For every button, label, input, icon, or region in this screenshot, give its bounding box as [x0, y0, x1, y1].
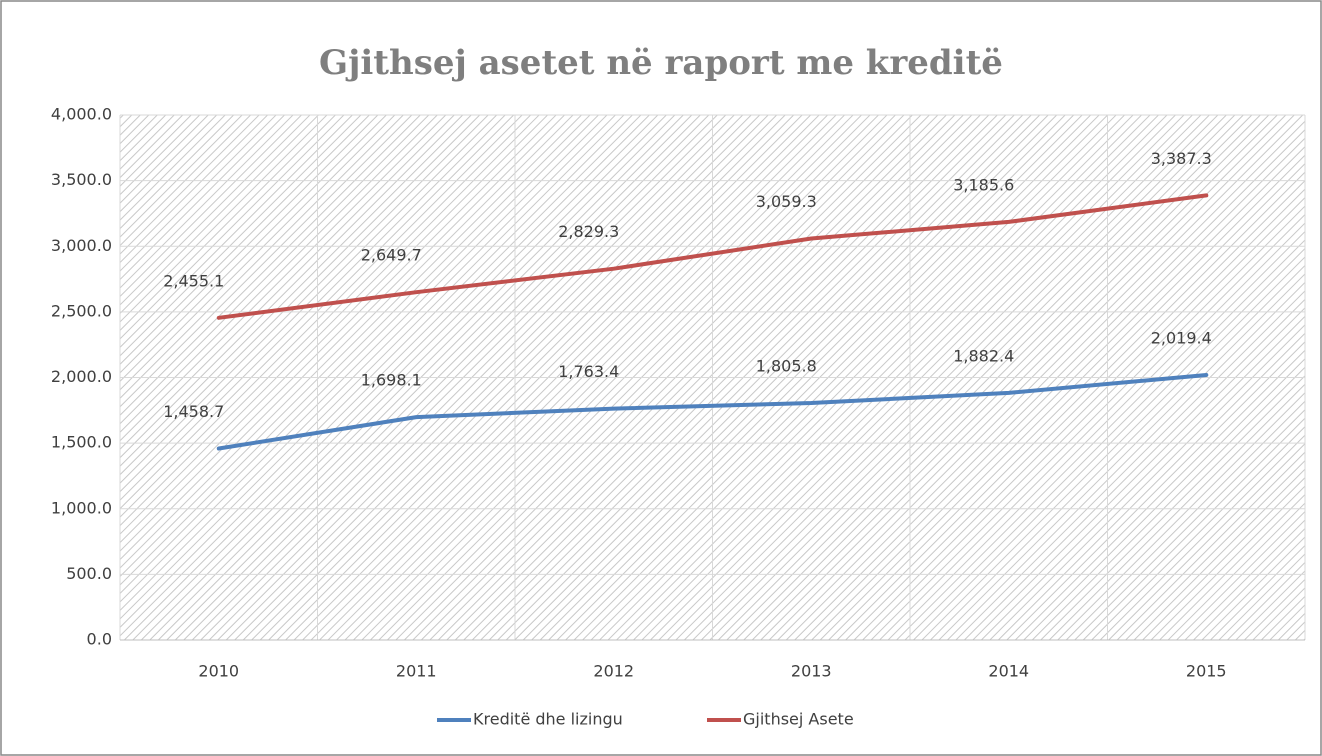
data-label: 1,882.4: [953, 346, 1014, 365]
data-label: 1,763.4: [558, 362, 619, 381]
x-tick-label: 2011: [396, 662, 437, 681]
legend-label: Kreditë dhe lizingu: [473, 710, 623, 729]
data-label: 2,829.3: [558, 222, 619, 241]
data-label: 2,649.7: [361, 246, 422, 265]
data-label: 1,698.1: [361, 371, 422, 390]
y-tick-label: 2,000.0: [51, 367, 112, 386]
data-label: 2,455.1: [163, 271, 224, 290]
series-line: [216, 373, 1209, 451]
x-tick-label: 2013: [791, 662, 832, 681]
legend-label: Gjithsej Asete: [743, 710, 854, 729]
x-tick-label: 2014: [988, 662, 1029, 681]
x-tick-label: 2015: [1186, 662, 1227, 681]
data-label: 3,185.6: [953, 175, 1014, 194]
y-tick-label: 0.0: [87, 630, 112, 649]
series-line: [216, 193, 1209, 320]
data-label: 3,387.3: [1151, 149, 1212, 168]
x-tick-label: 2010: [198, 662, 239, 681]
data-label: 3,059.3: [756, 192, 817, 211]
data-label: 1,458.7: [163, 402, 224, 421]
y-tick-label: 500.0: [66, 564, 112, 583]
y-tick-label: 4,000.0: [51, 105, 112, 124]
y-tick-label: 1,000.0: [51, 498, 112, 517]
y-tick-label: 3,000.0: [51, 236, 112, 255]
y-tick-label: 2,500.0: [51, 301, 112, 320]
x-tick-label: 2012: [593, 662, 634, 681]
y-tick-label: 3,500.0: [51, 170, 112, 189]
data-label: 2,019.4: [1151, 328, 1212, 347]
data-label: 1,805.8: [756, 356, 817, 375]
y-tick-label: 1,500.0: [51, 433, 112, 452]
chart-title: Gjithsej asetet në raport me kreditë: [319, 43, 1003, 83]
